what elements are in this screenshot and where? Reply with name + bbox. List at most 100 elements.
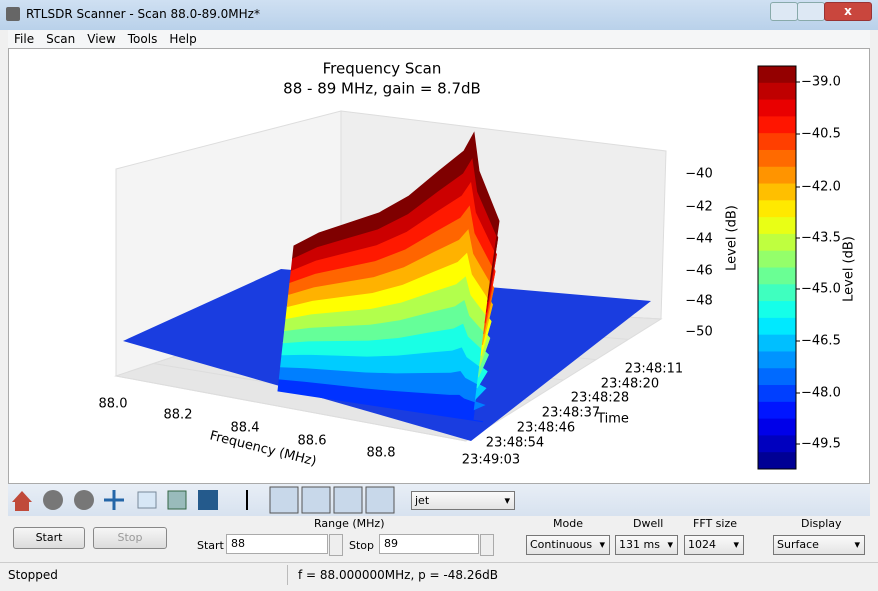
colorbar-band bbox=[758, 301, 796, 319]
fft-value: 1024 bbox=[688, 538, 716, 551]
grid-line bbox=[115, 375, 467, 442]
z-tick-label: −46 bbox=[685, 264, 712, 279]
colorbar-band bbox=[758, 200, 796, 218]
colorbar-band bbox=[758, 82, 796, 101]
colorbar-tick-label: −43.5 bbox=[801, 231, 841, 246]
forward-icon[interactable] bbox=[74, 490, 94, 510]
minimize-button[interactable] bbox=[770, 2, 798, 21]
colorbar-band bbox=[758, 166, 796, 185]
colorbar-label: Level (dB) bbox=[842, 236, 857, 302]
pan-icon[interactable] bbox=[104, 490, 124, 510]
toggle-autoscale[interactable] bbox=[269, 486, 299, 514]
colormap-select[interactable]: jet bbox=[411, 491, 515, 510]
colorbar-band bbox=[758, 99, 796, 117]
fft-label: FFT size bbox=[693, 517, 738, 530]
y-axis-label: Time bbox=[596, 412, 629, 427]
z-tick-label: −48 bbox=[685, 294, 712, 309]
y-tick-label: 23:48:54 bbox=[486, 436, 544, 451]
toggle-peak[interactable] bbox=[365, 486, 395, 514]
status-readout: f = 88.000000MHz, p = -48.26dB bbox=[298, 568, 498, 582]
mode-select[interactable]: Continuous bbox=[526, 535, 610, 555]
display-label: Display bbox=[801, 517, 842, 530]
toolbar-icons bbox=[12, 486, 395, 514]
display-value: Surface bbox=[777, 538, 819, 551]
stop-label: Stop bbox=[349, 539, 375, 552]
menu-item[interactable]: Scan bbox=[46, 32, 76, 46]
display-select[interactable]: Surface bbox=[773, 535, 865, 555]
back-icon[interactable] bbox=[43, 490, 63, 510]
menu-item[interactable]: Help bbox=[169, 32, 197, 46]
menu-item[interactable]: View bbox=[87, 32, 116, 46]
colorbar-band bbox=[758, 385, 796, 403]
status-divider bbox=[287, 565, 288, 585]
plot: Frequency Scan 88 - 89 MHz, gain = 8.7dB 8… bbox=[99, 60, 857, 470]
x-tick-label: 88.6 bbox=[298, 434, 327, 449]
menu-item[interactable]: Tools bbox=[127, 32, 158, 46]
save-icon[interactable] bbox=[198, 490, 218, 510]
dwell-select[interactable]: 131 ms bbox=[615, 535, 678, 555]
colorbar-band bbox=[758, 334, 796, 352]
colorbar-band bbox=[758, 116, 796, 134]
colorbar-band bbox=[758, 217, 796, 235]
stop-spin[interactable] bbox=[480, 534, 494, 556]
subplots-icon[interactable] bbox=[167, 490, 187, 510]
colorbar-band bbox=[758, 284, 796, 302]
dwell-value: 131 ms bbox=[619, 538, 660, 551]
x-tick-label: 88.0 bbox=[99, 397, 128, 412]
z-axis-label: Level (dB) bbox=[725, 205, 740, 271]
close-button[interactable]: x bbox=[824, 2, 872, 21]
x-tick-label: 88.4 bbox=[231, 421, 260, 436]
y-tick-label: 23:49:03 bbox=[462, 453, 520, 468]
colorbar-band bbox=[758, 452, 796, 470]
colorbar-band bbox=[758, 435, 796, 453]
plot-panel: Frequency Scan 88 - 89 MHz, gain = 8.7dB 8… bbox=[8, 48, 870, 484]
colorbar-tick-label: −40.5 bbox=[801, 127, 841, 142]
colorbar-tick-label: −46.5 bbox=[801, 334, 841, 349]
x-tick-label: 88.2 bbox=[164, 408, 193, 423]
plot-subtitle: 88 - 89 MHz, gain = 8.7dB bbox=[283, 80, 481, 98]
stop-input[interactable]: 89 bbox=[379, 534, 479, 554]
status-bar: Stopped f = 88.000000MHz, p = -48.26dB bbox=[0, 562, 878, 588]
colorbar-tick-label: −48.0 bbox=[801, 386, 841, 401]
surface-band bbox=[292, 131, 500, 302]
range-label: Range (MHz) bbox=[314, 517, 385, 530]
app-icon bbox=[6, 7, 20, 21]
colorbar-band bbox=[758, 250, 796, 268]
window-title: RTLSDR Scanner - Scan 88.0-89.0MHz* bbox=[26, 7, 260, 21]
title-bar: RTLSDR Scanner - Scan 88.0-89.0MHz* x bbox=[0, 0, 878, 30]
menu-item[interactable]: File bbox=[14, 32, 35, 46]
colorbar-band bbox=[758, 317, 796, 336]
dwell-label: Dwell bbox=[633, 517, 664, 530]
toggle-grid[interactable] bbox=[333, 486, 363, 514]
colorbar-tick-label: −39.0 bbox=[801, 75, 841, 90]
start-input[interactable]: 88 bbox=[226, 534, 328, 554]
start-button[interactable]: Start bbox=[13, 527, 85, 549]
colorbar-band bbox=[758, 149, 796, 168]
start-spin[interactable] bbox=[329, 534, 343, 556]
toggle-update[interactable] bbox=[301, 486, 331, 514]
colorbar-tick-label: −42.0 bbox=[801, 180, 841, 195]
colorbar-band bbox=[758, 418, 796, 436]
colorbar-band bbox=[758, 183, 796, 201]
maximize-button[interactable] bbox=[797, 2, 825, 21]
colorbar-band bbox=[758, 267, 796, 285]
stop-button[interactable]: Stop bbox=[93, 527, 167, 549]
y-tick-label: 23:48:46 bbox=[517, 421, 575, 436]
colorbar-tick-label: −45.0 bbox=[801, 282, 841, 297]
y-tick-label: 23:48:37 bbox=[542, 406, 600, 421]
menu-bar: File Scan View Tools Help bbox=[8, 30, 870, 49]
mode-label: Mode bbox=[553, 517, 583, 530]
fft-select[interactable]: 1024 bbox=[684, 535, 744, 555]
plot-title: Frequency Scan bbox=[323, 60, 442, 78]
colorbar-band bbox=[758, 66, 796, 84]
y-tick-label: 23:48:28 bbox=[571, 391, 629, 406]
colorbar-band bbox=[758, 351, 796, 369]
home-icon[interactable] bbox=[12, 491, 32, 511]
toolbar: jet bbox=[8, 484, 870, 516]
status-text: Stopped bbox=[8, 568, 58, 582]
y-tick-label: 23:48:11 bbox=[625, 362, 683, 377]
edit-icon[interactable] bbox=[137, 491, 157, 509]
z-tick-label: −44 bbox=[685, 232, 712, 247]
z-tick-label: −50 bbox=[685, 325, 712, 340]
